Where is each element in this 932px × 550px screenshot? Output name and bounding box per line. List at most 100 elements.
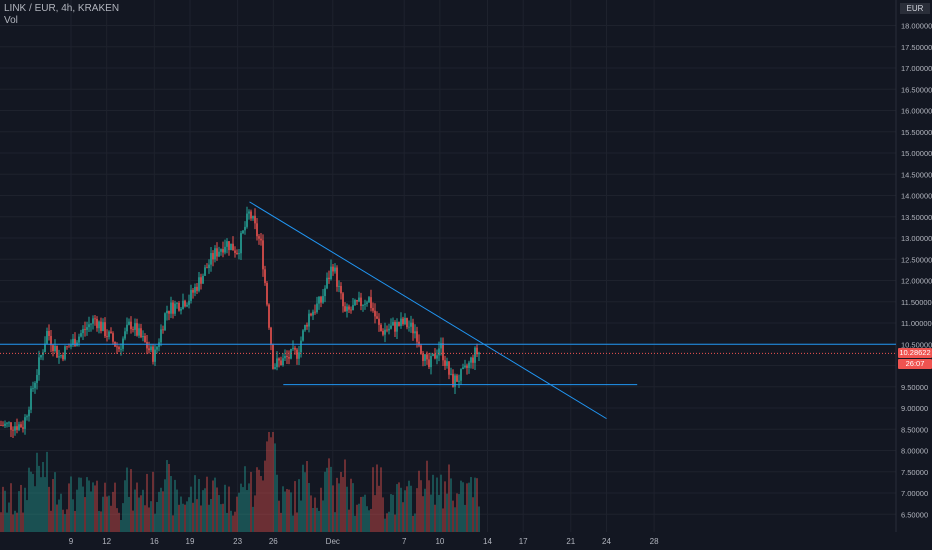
volume-bar <box>122 503 124 532</box>
y-tick-label: 14.50000 <box>901 170 932 179</box>
volume-indicator-label[interactable]: Vol <box>4 15 18 26</box>
candle-body <box>300 340 302 353</box>
candle-body <box>368 297 370 303</box>
candle-body <box>310 313 312 316</box>
candle-body <box>398 322 400 326</box>
volume-bar <box>168 463 170 532</box>
candle-body <box>320 296 322 303</box>
candle-body <box>272 344 274 369</box>
descending-trendline[interactable] <box>249 201 607 420</box>
candle-body <box>182 300 184 309</box>
candle-body <box>364 303 366 305</box>
candle-body <box>66 346 68 348</box>
candle-body <box>68 346 70 348</box>
candle-body <box>18 424 20 430</box>
candle-body <box>142 336 144 338</box>
candle-body <box>450 373 452 375</box>
volume-bar <box>466 483 468 532</box>
candle-body <box>410 322 412 327</box>
volume-bar <box>58 499 60 532</box>
price-axis[interactable]: 18.00000 17.50000 17.00000 16.50000 16.00000… <box>901 22 932 520</box>
candle-body <box>370 297 372 309</box>
candle-body <box>236 252 238 254</box>
candle-body <box>188 300 190 305</box>
volume-bar <box>470 477 472 532</box>
volume-bar <box>68 483 70 532</box>
candle-body <box>100 321 102 331</box>
candle-body <box>194 286 196 293</box>
candle-body <box>340 286 342 294</box>
y-tick-label: 13.00000 <box>901 234 932 243</box>
volume-bar <box>92 482 94 532</box>
candle-body <box>344 306 346 312</box>
candle-body <box>202 275 204 284</box>
candle-body <box>464 365 466 368</box>
volume-bar <box>300 500 302 532</box>
candle-body <box>336 267 338 287</box>
candle-body <box>106 336 108 338</box>
candle-body <box>166 310 168 314</box>
candle-body <box>2 425 4 426</box>
candle-body <box>40 355 42 358</box>
candle-body <box>126 324 128 332</box>
candle-body <box>358 297 360 302</box>
candle-body <box>70 344 72 347</box>
volume-bar <box>136 482 138 532</box>
candle-body <box>322 296 324 303</box>
volume-bar <box>192 502 194 532</box>
volume-bar <box>2 486 4 532</box>
y-tick-label: 9.00000 <box>901 404 928 413</box>
volume-bar <box>274 443 276 532</box>
candle-body <box>28 409 30 417</box>
volume-bar <box>242 487 244 532</box>
volume-bar <box>216 487 218 532</box>
volume-bar <box>16 512 18 532</box>
candle-body <box>74 338 76 347</box>
candle-body <box>134 323 136 330</box>
volume-bar <box>370 508 372 532</box>
candle-body <box>196 286 198 291</box>
candle-body <box>146 342 148 349</box>
candle-body <box>288 357 290 359</box>
candle-body <box>234 250 236 253</box>
candle-body <box>328 277 330 280</box>
volume-bar <box>456 493 458 532</box>
y-tick-label: 7.50000 <box>901 468 928 477</box>
candle-body <box>138 328 140 336</box>
volume-bar <box>18 491 20 532</box>
y-tick-label: 12.50000 <box>901 255 932 264</box>
volume-bar <box>114 482 116 532</box>
axis-unit-label[interactable]: EUR <box>900 3 930 14</box>
candle-body <box>224 246 226 253</box>
candle-body <box>394 322 396 332</box>
volume-bar <box>22 512 24 532</box>
volume-bar <box>190 486 192 532</box>
volume-bar <box>10 483 12 532</box>
grid-lines <box>0 0 897 532</box>
volume-bar <box>222 503 224 532</box>
time-axis[interactable]: 9 12 16 19 23 26 Dec 7 10 14 17 21 24 28 <box>69 537 659 546</box>
candle-body <box>50 336 52 346</box>
volume-bar <box>14 510 16 532</box>
candle-body <box>404 317 406 325</box>
volume-bar <box>278 500 280 532</box>
candle-body <box>474 347 476 363</box>
volume-bar <box>348 509 350 532</box>
volume-bar <box>198 479 200 532</box>
candle-body <box>264 269 266 283</box>
candle-body <box>226 241 228 247</box>
volume-bar <box>478 506 480 532</box>
volume-bar <box>160 487 162 532</box>
y-tick-label: 15.50000 <box>901 128 932 137</box>
volume-bar <box>46 451 48 532</box>
trend-lines[interactable] <box>0 201 896 420</box>
volume-bar <box>172 515 174 532</box>
volume-bar <box>302 464 304 532</box>
candle-body <box>270 327 272 345</box>
candle-body <box>422 353 424 361</box>
candle-body <box>56 345 58 358</box>
candle-body <box>242 230 244 234</box>
candle-body <box>414 331 416 334</box>
volume-bar <box>432 474 434 532</box>
